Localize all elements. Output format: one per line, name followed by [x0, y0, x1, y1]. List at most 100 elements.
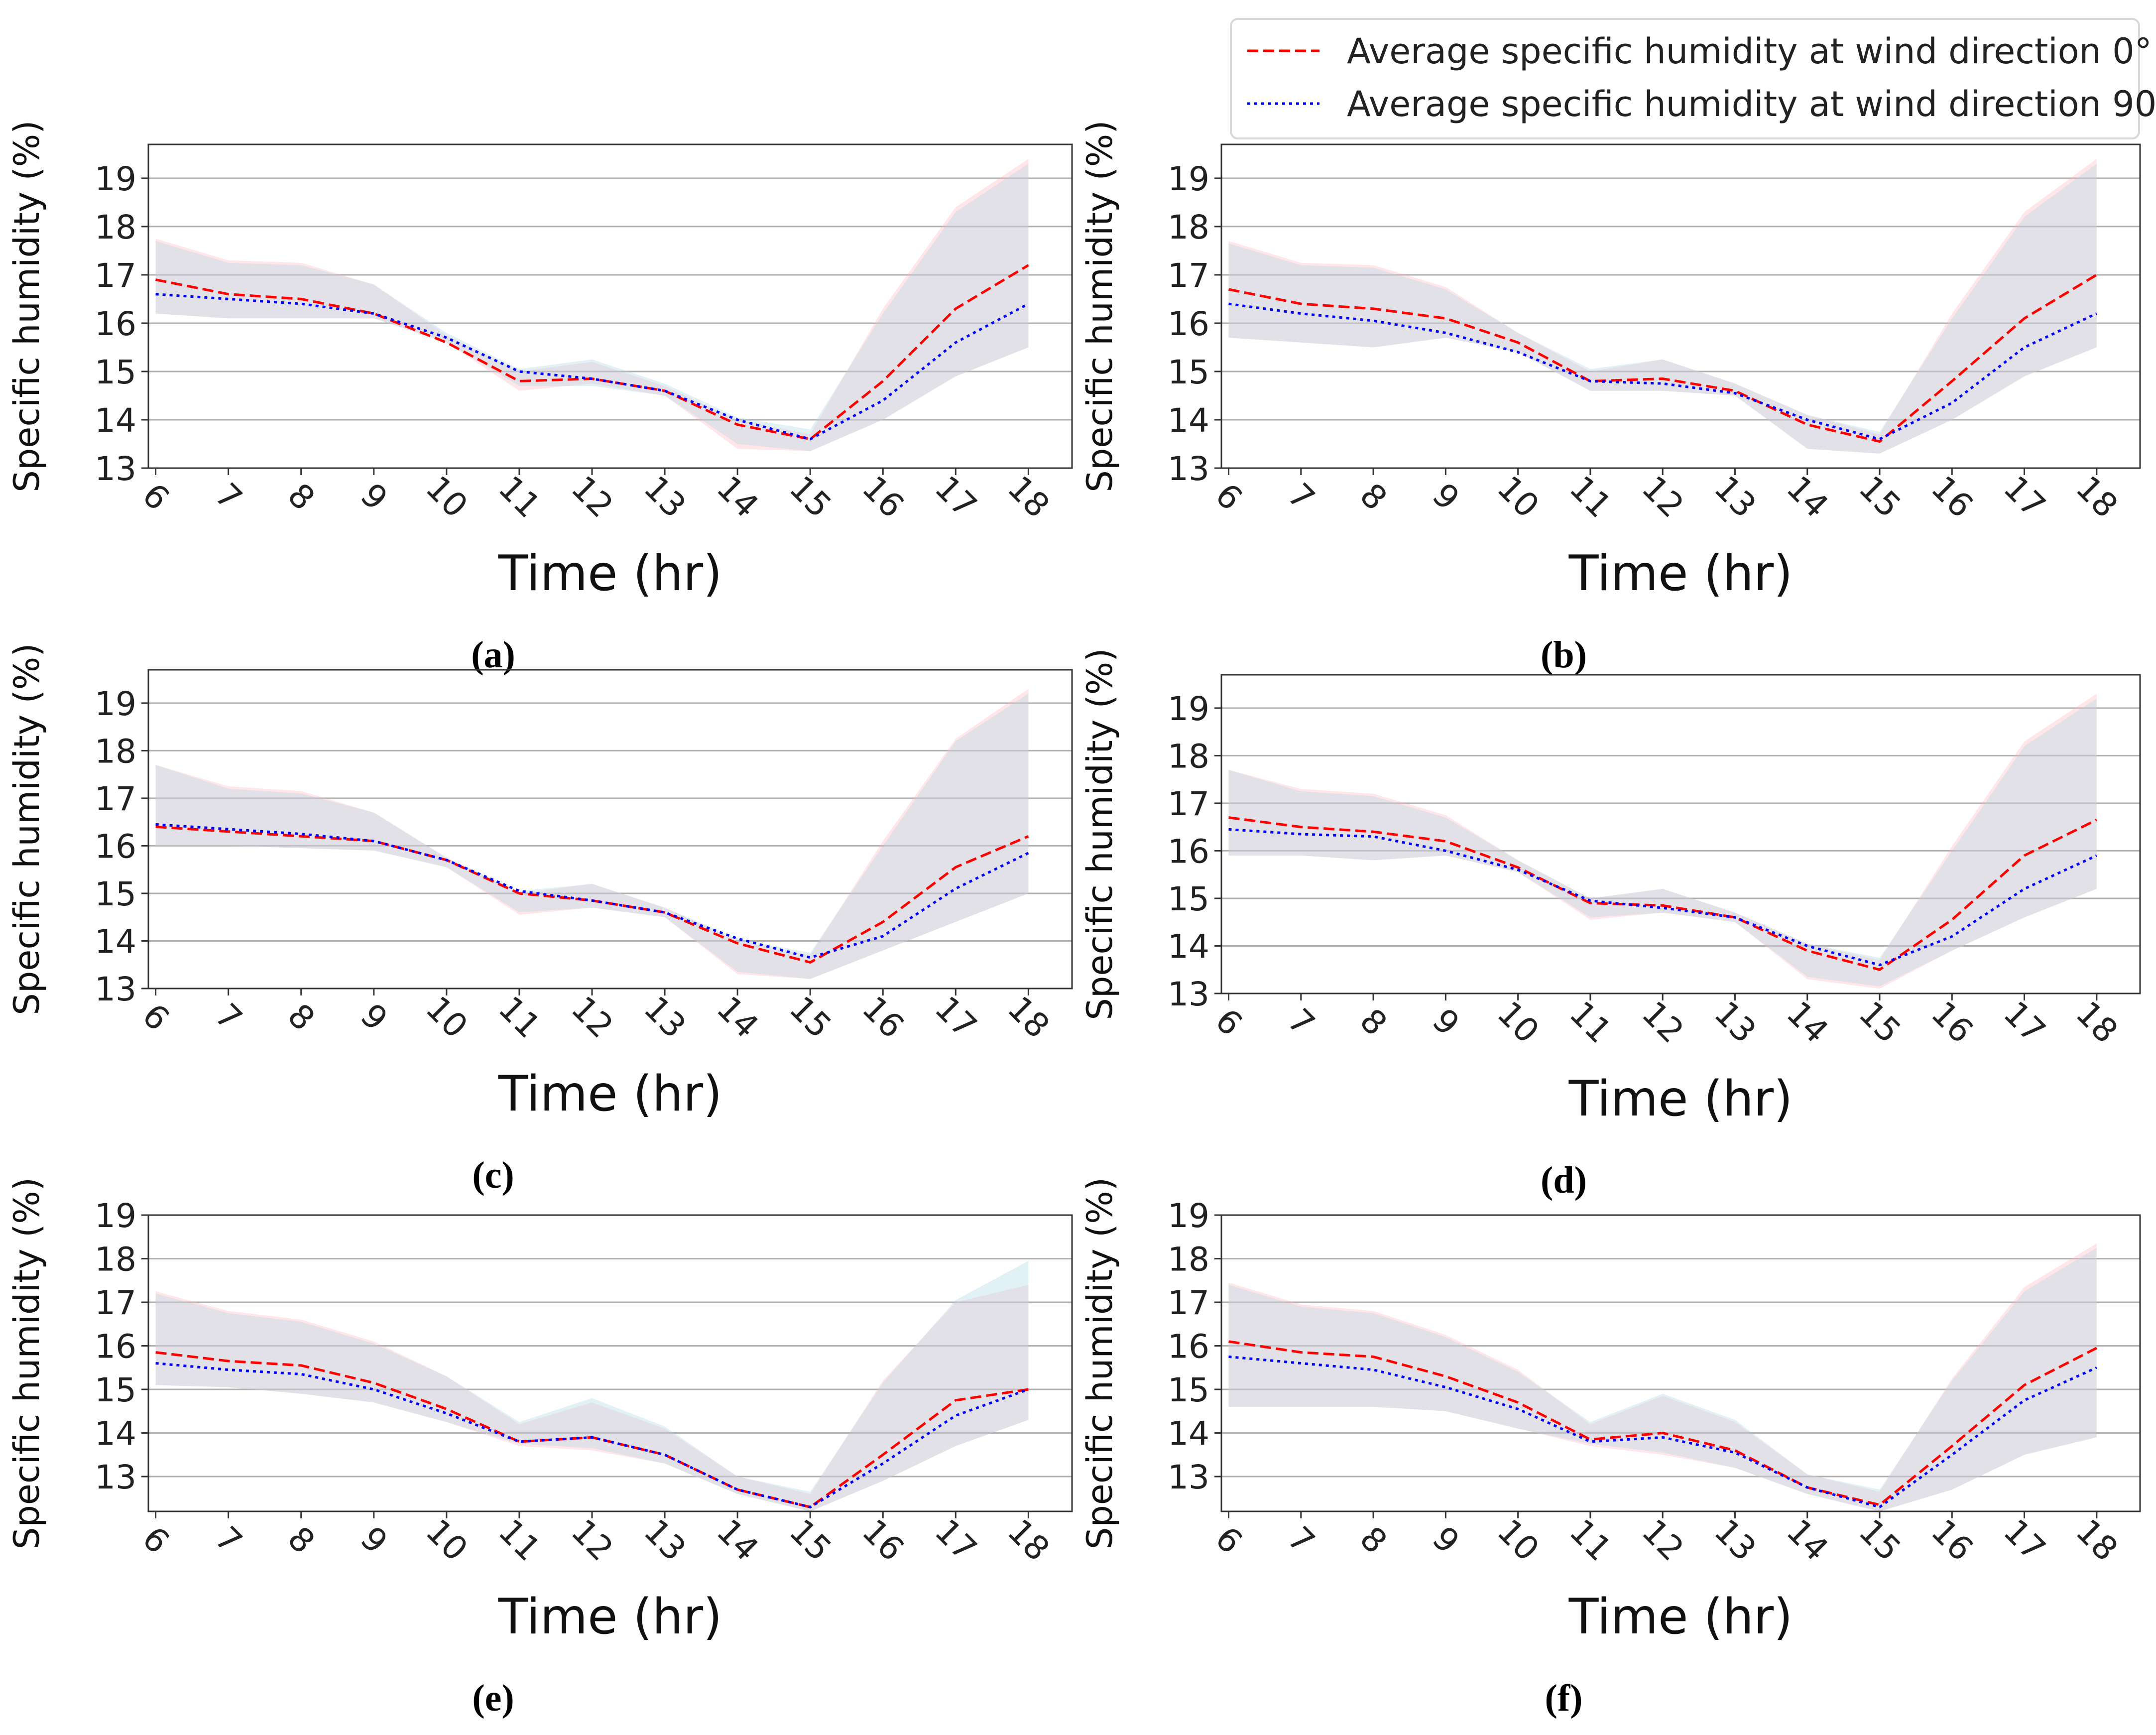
y-tick-label: 15: [95, 1371, 136, 1409]
chart-panel-f: 13 14 15 16 17 18 19 6 7 8 9 10 11 12 13 14 15 16 17 18 Time…: [1079, 1177, 2141, 1719]
x-tick-label: 15: [1851, 994, 1908, 1051]
x-tick-label: 13: [1707, 994, 1764, 1051]
plot-area: [155, 1260, 1029, 1511]
plot-area: [1228, 1243, 2097, 1511]
y-tick-label: 17: [1168, 256, 1209, 295]
x-axis-label: Time (hr): [1568, 1589, 1793, 1645]
series-line-direction-0: [1228, 1340, 2097, 1506]
confidence-band-direction-90: [1228, 1247, 2097, 1511]
panel-label: (b): [1541, 634, 1587, 676]
y-tick-label: 13: [1168, 1458, 1209, 1496]
x-tick-label: 10: [1490, 469, 1547, 525]
x-tick-label: 17: [1996, 469, 2053, 525]
x-tick-label: 12: [564, 469, 620, 525]
y-tick-label: 14: [1168, 1415, 1209, 1453]
x-axis-label: Time (hr): [498, 1589, 722, 1645]
x-tick-label: 16: [855, 469, 912, 525]
x-tick-label: 15: [1851, 1512, 1908, 1569]
x-tick-label: 6: [1208, 1519, 1250, 1561]
x-tick-label: 8: [280, 476, 322, 518]
x-tick-label: 14: [710, 1512, 766, 1569]
x-tick-label: 18: [2068, 994, 2125, 1051]
y-tick-label: 13: [95, 1458, 136, 1496]
legend-label-direction-90: Average specific humidity at wind direct…: [1347, 84, 2156, 124]
x-axis-label: Time (hr): [1568, 545, 1793, 602]
x-tick-label: 11: [1562, 1512, 1619, 1569]
x-tick-label: 10: [1490, 1512, 1547, 1569]
x-tick-label: 17: [928, 989, 984, 1046]
x-tick-label: 11: [491, 989, 548, 1046]
x-tick-label: 10: [418, 469, 475, 525]
x-tick-label: 17: [1996, 994, 2053, 1051]
x-tick-label: 6: [135, 1519, 177, 1561]
series-line-direction-0: [1228, 273, 2098, 443]
x-tick-label: 13: [636, 1512, 693, 1569]
y-tick-label: 17: [95, 256, 136, 295]
x-tick-label: 14: [1779, 469, 1836, 525]
x-tick-label: 12: [1635, 994, 1691, 1051]
y-tick-label: 15: [1168, 353, 1209, 391]
x-tick-label: 7: [208, 996, 249, 1038]
x-tick-label: 12: [1635, 1512, 1691, 1569]
x-tick-label: 16: [1924, 1512, 1981, 1569]
x-tick-label: 17: [928, 1512, 984, 1569]
y-tick-label: 17: [1168, 1284, 1209, 1322]
y-axis-label: Specific humidity (%): [6, 643, 47, 1015]
y-axis-label: Specific humidity (%): [1079, 120, 1120, 492]
x-tick-label: 14: [710, 469, 766, 525]
chart-panel-b: 13 14 15 16 17 18 19 6 7 8 9 10 11 12 13 14 15 16 17 18 Time…: [1079, 120, 2141, 676]
x-tick-label: 18: [1000, 1512, 1057, 1569]
y-tick-label: 16: [95, 827, 136, 866]
y-tick-label: 19: [1168, 1197, 1209, 1235]
y-tick-label: 15: [95, 875, 136, 913]
confidence-band-direction-0: [1228, 159, 2097, 454]
confidence-band-direction-0: [1228, 694, 2097, 989]
series-line-direction-90: [1228, 1355, 2097, 1509]
x-tick-label: 11: [1562, 469, 1619, 525]
y-tick-label: 16: [95, 305, 136, 343]
x-tick-label: 12: [564, 989, 620, 1046]
y-axis-label: Specific humidity (%): [1079, 1177, 1120, 1549]
plot-area: [155, 689, 1029, 979]
chart-panel-e: 13 14 15 16 17 18 19 6 7 8 9 10 11 12 13 14 15 16 17 18 Time…: [6, 1177, 1073, 1719]
x-tick-label: 17: [928, 469, 984, 525]
y-tick-label: 17: [95, 1284, 136, 1322]
y-tick-label: 15: [1168, 880, 1209, 918]
y-tick-label: 16: [1168, 305, 1209, 343]
y-tick-label: 14: [1168, 927, 1209, 966]
x-tick-label: 11: [491, 469, 548, 525]
x-tick-label: 8: [280, 1519, 322, 1561]
series-line-direction-90: [155, 1362, 1029, 1508]
chart-panel-d: 13 14 15 16 17 18 19 6 7 8 9 10 11 12 13 14 15 16 17 18 Time…: [1079, 648, 2141, 1201]
plot-area: [155, 159, 1029, 452]
x-tick-label: 8: [280, 996, 322, 1038]
y-tick-label: 17: [1168, 785, 1209, 823]
x-tick-label: 10: [418, 989, 475, 1046]
y-tick-label: 16: [1168, 1328, 1209, 1366]
y-axis-label: Specific humidity (%): [1079, 648, 1120, 1020]
x-tick-label: 7: [208, 1519, 249, 1561]
x-tick-label: 18: [2068, 1512, 2125, 1569]
x-tick-label: 7: [1280, 1001, 1322, 1043]
y-tick-label: 13: [95, 450, 136, 488]
confidence-band-direction-0: [155, 689, 1029, 979]
plot-area: [1228, 694, 2097, 989]
legend: Average specific humidity at wind direct…: [1230, 18, 2156, 139]
x-tick-label: 13: [1707, 1512, 1764, 1569]
x-tick-label: 14: [1779, 1512, 1836, 1569]
y-tick-label: 13: [1168, 975, 1209, 1013]
x-tick-label: 18: [1000, 989, 1057, 1046]
plot-frame: [1220, 1214, 2141, 1512]
y-tick-label: 19: [95, 160, 136, 198]
x-tick-label: 8: [1352, 1519, 1394, 1561]
series-line-direction-90: [155, 293, 1029, 441]
chart-panel-c: 13 14 15 16 17 18 19 6 7 8 9 10 11 12 13 14 15 16 17 18 Time…: [6, 643, 1073, 1196]
x-tick-label: 13: [636, 989, 693, 1046]
series-line-direction-90: [155, 823, 1029, 959]
x-tick-label: 8: [1352, 476, 1394, 518]
y-tick-label: 19: [1168, 690, 1209, 728]
y-tick-label: 19: [95, 1197, 136, 1235]
x-tick-label: 7: [208, 476, 249, 518]
x-tick-label: 12: [564, 1512, 620, 1569]
